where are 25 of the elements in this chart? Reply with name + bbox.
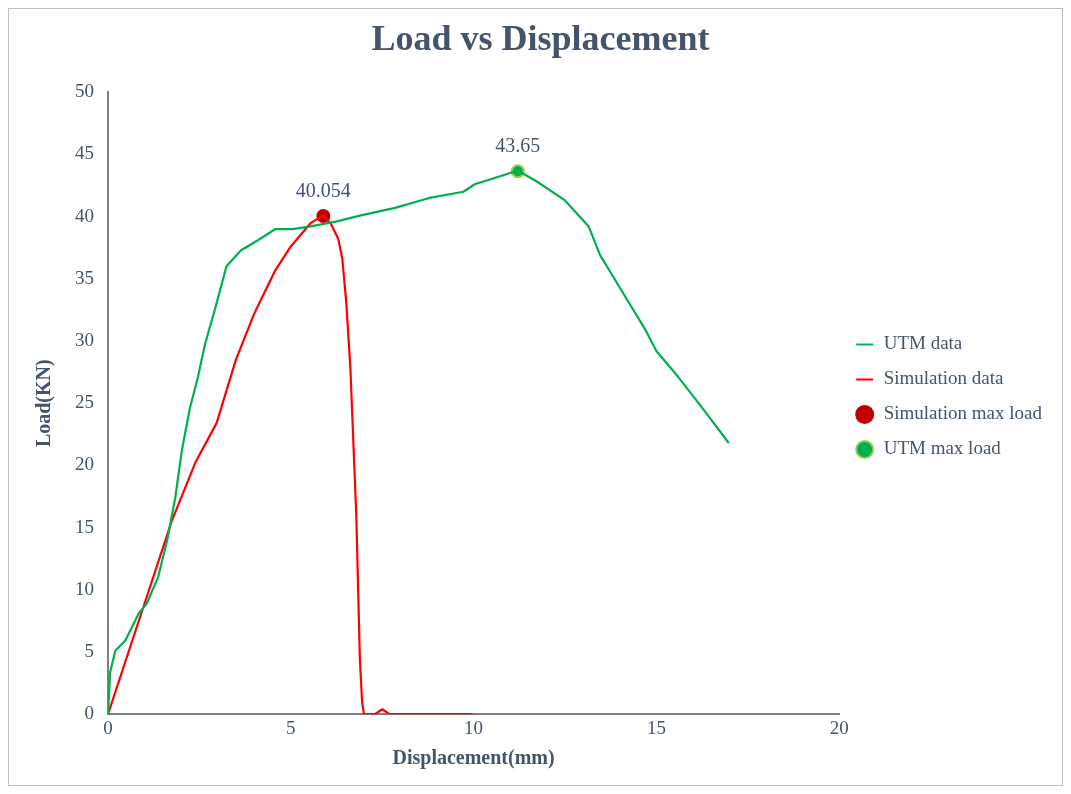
legend-label: Simulation max load — [883, 402, 1043, 424]
legend-label: UTM max load — [883, 437, 1002, 459]
legend-label: UTM data — [883, 332, 963, 354]
y-tick-label: 25 — [75, 391, 94, 413]
y-tick-label: 15 — [75, 515, 94, 537]
y-tick-label: 50 — [75, 80, 94, 102]
y-tick-label: 0 — [84, 702, 94, 724]
y-tick-label: 20 — [75, 453, 94, 475]
y-tick-label: 5 — [84, 639, 94, 661]
x-tick-label: 10 — [464, 716, 484, 738]
legend-label: Simulation data — [883, 367, 1005, 389]
y-tick-label: 40 — [75, 204, 94, 226]
y-tick-label: 30 — [75, 328, 94, 350]
x-tick-label: 20 — [829, 716, 849, 738]
x-tick-label: 15 — [646, 716, 666, 738]
y-tick-label: 35 — [75, 266, 94, 288]
y-tick-label: 45 — [75, 142, 94, 164]
x-tick-label: 0 — [103, 716, 113, 738]
chart-title: Load vs Displacement — [371, 17, 710, 58]
data-label: 40.054 — [295, 179, 351, 202]
x-tick-label: 5 — [286, 716, 296, 738]
x-axis-title: Displacement(mm) — [392, 746, 555, 770]
y-axis-title: Load(KN) — [32, 359, 56, 448]
y-tick-label: 10 — [75, 577, 94, 599]
data-label: 43.65 — [495, 134, 541, 157]
